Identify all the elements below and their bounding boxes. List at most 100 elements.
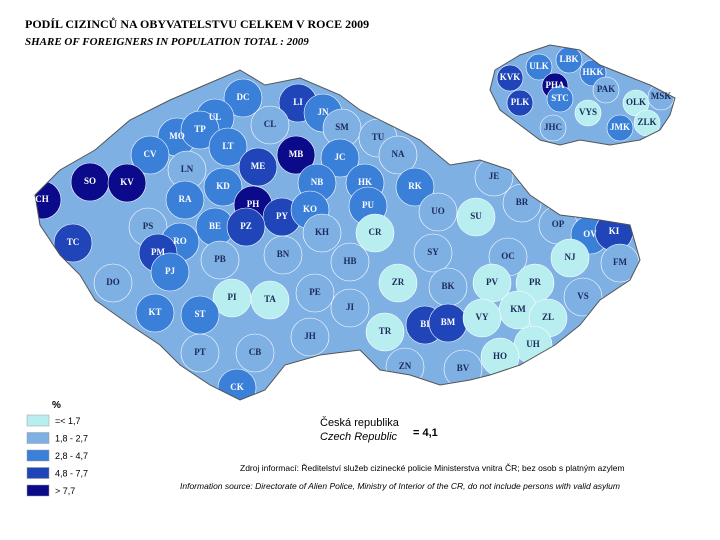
source-cz: Zdroj informací: Ředitelství služeb cizi… xyxy=(240,463,625,473)
district-label: OP xyxy=(552,219,565,229)
district-area xyxy=(130,135,170,175)
district-area xyxy=(203,167,243,207)
district-label: BV xyxy=(457,363,470,373)
district-label: HO xyxy=(493,351,507,361)
country-name-en: Czech Republic xyxy=(320,431,398,443)
district-label: BE xyxy=(209,221,221,231)
district-label: UL xyxy=(209,112,222,122)
district-label: PR xyxy=(529,277,541,287)
legend-label: 2,8 - 4,7 xyxy=(55,451,88,461)
district-area xyxy=(550,238,590,278)
district-area xyxy=(263,235,303,275)
district-label: BM xyxy=(441,317,456,327)
district-area xyxy=(290,317,330,357)
district-area xyxy=(355,213,395,253)
inset-outline xyxy=(489,44,676,146)
country-outline xyxy=(34,69,641,401)
district-area xyxy=(574,99,602,127)
district-label: UH xyxy=(526,339,540,349)
district-label: TC xyxy=(67,237,80,247)
district-label: BI xyxy=(420,319,430,329)
district-label: RA xyxy=(179,194,192,204)
district-label: CK xyxy=(230,382,244,392)
district-label: MSK xyxy=(651,91,672,101)
district-label: PZ xyxy=(240,221,252,231)
district-label: PAK xyxy=(597,84,615,94)
district-label: RK xyxy=(408,181,422,191)
district-label: BN xyxy=(277,249,290,259)
district-label: HB xyxy=(343,256,356,266)
district-area xyxy=(250,105,290,145)
district-area xyxy=(456,197,496,237)
legend-label: 4,8 - 7,7 xyxy=(55,469,88,479)
district-label: ZLK xyxy=(637,117,656,127)
district-label: OV xyxy=(583,229,597,239)
district-label: TA xyxy=(264,294,276,304)
district-label: STC xyxy=(551,93,569,103)
district-label: PB xyxy=(214,254,226,264)
district-area xyxy=(226,207,266,247)
district-label: DC xyxy=(237,92,250,102)
district-label: JH xyxy=(304,331,316,341)
district-label: HK xyxy=(358,177,372,187)
district-area xyxy=(180,333,220,373)
district-area xyxy=(563,277,603,317)
district-label: PJ xyxy=(165,266,175,276)
district-label: JMK xyxy=(610,122,630,132)
country-value: = 4,1 xyxy=(413,427,438,439)
district-label: HKK xyxy=(582,67,603,77)
district-label: TP xyxy=(194,124,206,134)
district-label: MB xyxy=(289,149,304,159)
district-label: CR xyxy=(369,227,382,237)
legend: =< 1,7 1,8 - 2,7 2,8 - 4,7 4,8 - 7,7 > 7,7 xyxy=(26,414,88,497)
district-label: KV xyxy=(120,177,134,187)
district-label: PU xyxy=(362,200,374,210)
legend-swatch xyxy=(26,414,50,427)
district-label: NA xyxy=(392,149,405,159)
legend-swatch xyxy=(26,432,50,444)
district-area xyxy=(295,273,335,313)
district-label: NJ xyxy=(565,252,576,262)
district-label: BR xyxy=(516,197,529,207)
district-label: NB xyxy=(311,177,324,187)
district-area xyxy=(592,76,620,104)
district-area xyxy=(365,312,405,352)
district-label: ST xyxy=(194,309,205,319)
district-label: PLK xyxy=(511,97,530,107)
district-label: ZR xyxy=(392,277,405,287)
district-label: ZN xyxy=(399,361,412,371)
district-label: VY xyxy=(476,312,489,322)
title: PODÍL CIZINCŮ NA OBYVATELSTVU CELKEM V R… xyxy=(25,16,369,31)
district-area xyxy=(546,85,574,113)
district-area xyxy=(378,135,418,175)
district-area xyxy=(223,78,263,118)
district-label: JC xyxy=(335,152,346,162)
district-area xyxy=(330,242,370,282)
district-label: VYS xyxy=(579,107,597,117)
district-label: CB xyxy=(249,347,262,357)
legend-swatch xyxy=(26,484,50,497)
district-label: JI xyxy=(346,302,355,312)
district-label: PH xyxy=(247,199,260,209)
district-area xyxy=(395,167,435,207)
district-area xyxy=(276,135,316,175)
district-label: ULK xyxy=(529,61,549,71)
district-label: DO xyxy=(106,277,120,287)
district-label: LBK xyxy=(559,54,578,64)
district-area xyxy=(606,114,634,142)
district-area xyxy=(378,263,418,303)
district-label: CV xyxy=(144,149,157,159)
district-area xyxy=(150,252,190,292)
district-label: VS xyxy=(577,291,589,301)
district-label: BK xyxy=(441,281,454,291)
district-label: LI xyxy=(293,97,303,107)
district-label: PY xyxy=(276,211,288,221)
district-area xyxy=(539,114,567,142)
district-label: ME xyxy=(251,161,266,171)
district-label: FM xyxy=(613,257,627,267)
district-label: JN xyxy=(318,107,330,117)
district-area xyxy=(200,240,240,280)
legend-label: =< 1,7 xyxy=(55,416,81,426)
district-label: PHA xyxy=(546,80,565,90)
district-area xyxy=(235,333,275,373)
